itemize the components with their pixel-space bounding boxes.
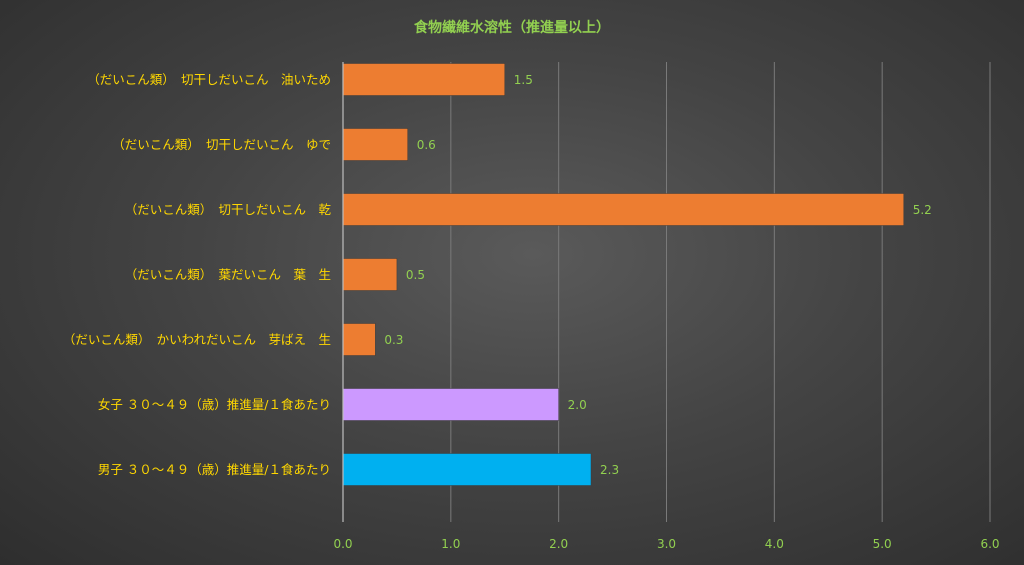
x-tick-label: 3.0 — [657, 537, 676, 551]
bar — [342, 128, 408, 161]
data-label: 2.3 — [600, 463, 619, 477]
x-tick-label: 0.0 — [333, 537, 352, 551]
category-label: （だいこん類） 切干しだいこん ゆで — [112, 137, 331, 152]
data-label: 0.3 — [384, 333, 403, 347]
bar — [342, 453, 592, 486]
category-label: （だいこん類） かいわれだいこん 芽ばえ 生 — [63, 332, 331, 347]
x-axis-ticks: 0.0 1.0 2.0 3.0 4.0 5.0 6.0 — [333, 537, 999, 551]
category-label: （だいこん類） 切干しだいこん 乾 — [125, 202, 332, 217]
bar — [342, 323, 376, 356]
category-label: （だいこん類） 葉だいこん 葉 生 — [125, 267, 331, 282]
data-label: 0.6 — [417, 138, 436, 152]
gridlines — [450, 62, 991, 522]
bars — [342, 63, 904, 486]
data-label: 0.5 — [406, 268, 425, 282]
data-label: 2.0 — [568, 398, 587, 412]
bar — [342, 258, 398, 291]
category-label: 女子 ３０～４９（歳）推進量/１食あたり — [98, 397, 331, 412]
x-tick-label: 4.0 — [765, 537, 784, 551]
bar — [342, 63, 505, 96]
data-label: 1.5 — [514, 73, 533, 87]
chart-title: 食物繊維水溶性（推進量以上） — [414, 19, 610, 36]
x-tick-label: 6.0 — [980, 537, 999, 551]
data-label: 5.2 — [913, 203, 932, 217]
x-tick-label: 5.0 — [873, 537, 892, 551]
category-labels: （だいこん類） 切干しだいこん 油いため （だいこん類） 切干しだいこん ゆで （だ… — [63, 72, 332, 477]
bar — [342, 193, 904, 226]
bar — [342, 388, 559, 421]
category-label: （だいこん類） 切干しだいこん 油いため — [87, 72, 331, 87]
x-tick-label: 2.0 — [549, 537, 568, 551]
x-tick-label: 1.0 — [441, 537, 460, 551]
data-labels: 1.5 0.6 5.2 0.5 0.3 2.0 2.3 — [384, 73, 931, 477]
category-label: 男子 ３０～４９（歳）推進量/１食あたり — [98, 462, 331, 477]
